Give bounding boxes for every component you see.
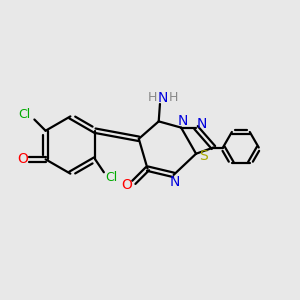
Text: O: O [122, 178, 132, 192]
Text: H: H [147, 91, 157, 104]
Text: N: N [177, 114, 188, 128]
Text: N: N [170, 175, 180, 189]
Text: S: S [199, 149, 207, 163]
Text: N: N [158, 91, 168, 105]
Text: H: H [169, 91, 178, 104]
Text: Cl: Cl [18, 108, 31, 121]
Text: N: N [197, 117, 207, 131]
Text: O: O [17, 152, 28, 166]
Text: Cl: Cl [105, 171, 118, 184]
